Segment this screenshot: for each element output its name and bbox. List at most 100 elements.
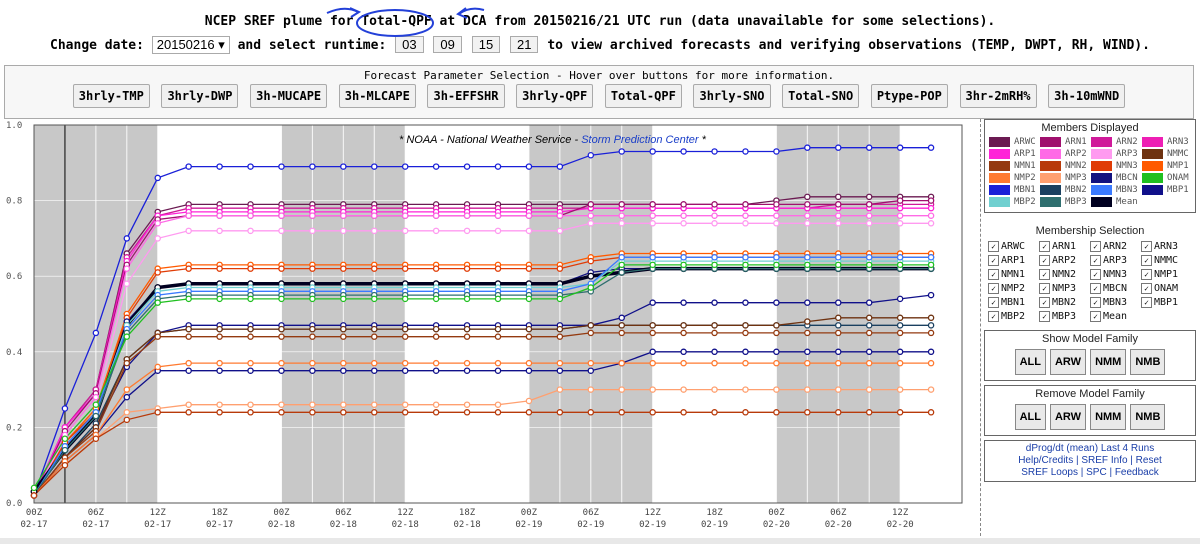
series-point-onam[interactable] — [278, 295, 285, 303]
series-point-mbn1[interactable] — [711, 148, 718, 155]
series-point-nmmc[interactable] — [463, 325, 471, 333]
remove-family-nmm-button[interactable]: NMM — [1090, 404, 1127, 430]
series-point-arp2[interactable] — [804, 212, 811, 219]
series-point-mbn2b[interactable] — [463, 367, 471, 374]
series-point-arp3[interactable] — [711, 220, 718, 227]
series-point-nmn2[interactable] — [340, 409, 347, 416]
series-point-nmn1[interactable] — [247, 333, 254, 340]
series-point-nmn2[interactable] — [835, 409, 842, 416]
series-point-mbn2b[interactable] — [711, 348, 718, 356]
series-point-arp2[interactable] — [216, 212, 223, 219]
member-checkbox-mbp2[interactable]: ✓ MBP2 — [988, 311, 1039, 322]
series-point-nmn1[interactable] — [556, 333, 564, 340]
series-point-arp2[interactable] — [649, 212, 656, 219]
param-button-3h-mlcape[interactable]: 3h-MLCAPE — [338, 84, 416, 108]
series-point-nmn3[interactable] — [556, 265, 564, 272]
series-point-nmp3[interactable] — [835, 386, 842, 393]
series-point-mbn1[interactable] — [804, 144, 811, 151]
series-point-nmn2[interactable] — [649, 409, 656, 416]
series-point-arp3[interactable] — [371, 227, 378, 235]
series-point-mbn3[interactable] — [865, 254, 873, 261]
series-point-nmn3[interactable] — [185, 265, 192, 272]
checkbox[interactable]: ✓ — [1141, 283, 1152, 294]
checkbox[interactable]: ✓ — [988, 241, 999, 252]
member-checkbox-arp3[interactable]: ✓ ARP3 — [1090, 255, 1141, 266]
series-point-arp3[interactable] — [556, 227, 564, 235]
series-point-nmn3[interactable] — [340, 265, 347, 272]
series-point-mbn2b[interactable] — [185, 367, 192, 374]
series-point-nmn2[interactable] — [92, 435, 100, 442]
series-point-nmn1[interactable] — [742, 329, 749, 337]
series-point-nmmc[interactable] — [773, 322, 780, 329]
checkbox[interactable]: ✓ — [1039, 297, 1050, 308]
series-point-arp3[interactable] — [401, 227, 409, 235]
series-point-arn1[interactable] — [618, 201, 625, 208]
series-point-nmp3[interactable] — [618, 386, 625, 393]
series-point-nmn1[interactable] — [216, 333, 223, 340]
remove-family-all-button[interactable]: ALL — [1014, 404, 1046, 430]
series-point-onam[interactable] — [185, 295, 192, 303]
param-button-3h-effshr[interactable]: 3h-EFFSHR — [427, 84, 505, 108]
series-point-nmp3[interactable] — [587, 386, 595, 393]
series-point-nmn1[interactable] — [649, 329, 656, 337]
series-point-nmmc[interactable] — [216, 325, 223, 333]
series-point-arp2[interactable] — [494, 212, 502, 219]
series-point-arp3[interactable] — [216, 227, 223, 235]
checkbox[interactable]: ✓ — [1039, 269, 1050, 280]
series-point-onam[interactable] — [773, 261, 780, 269]
series-point-mbn1[interactable] — [309, 163, 316, 170]
runtime-button-09[interactable]: 09 — [433, 36, 462, 53]
series-point-nmp3[interactable] — [247, 401, 254, 408]
series-point-nmmc[interactable] — [587, 322, 595, 329]
series-point-mbp3[interactable] — [61, 446, 69, 454]
series-point-onam[interactable] — [61, 435, 69, 442]
series-point-mbn2b[interactable] — [927, 348, 935, 356]
runtime-button-21[interactable]: 21 — [510, 36, 539, 53]
member-checkbox-nmn3[interactable]: ✓ NMN3 — [1090, 269, 1141, 280]
series-point-arp3[interactable] — [927, 220, 935, 227]
series-point-onam[interactable] — [525, 295, 533, 303]
series-point-nmp2[interactable] — [185, 359, 192, 367]
series-point-nmn1[interactable] — [896, 329, 904, 337]
series-point-mbn3[interactable] — [896, 254, 904, 261]
sref-loops-link[interactable]: SREF Loops — [1021, 467, 1078, 478]
series-point-nmn1[interactable] — [773, 329, 780, 337]
series-point-nmp2[interactable] — [216, 359, 223, 367]
series-point-nmn2[interactable] — [30, 492, 38, 499]
series-point-nmp2[interactable] — [927, 359, 935, 367]
series-point-nmmc[interactable] — [309, 325, 316, 333]
series-point-nmn1[interactable] — [432, 333, 440, 340]
series-point-nmp2[interactable] — [587, 359, 595, 367]
series-point-mbn3[interactable] — [804, 254, 811, 261]
series-point-mbn1[interactable] — [340, 163, 347, 170]
series-point-nmmc[interactable] — [340, 325, 347, 333]
series-point-nmn1[interactable] — [865, 329, 873, 337]
series-point-onam[interactable] — [556, 295, 564, 303]
series-point-nmn3[interactable] — [247, 265, 254, 272]
feedback-link[interactable]: Feedback — [1114, 467, 1159, 478]
series-point-arp3[interactable] — [494, 227, 502, 235]
member-checkbox-mbn1[interactable]: ✓ MBN1 — [988, 297, 1039, 308]
series-point-nmmc[interactable] — [618, 322, 625, 329]
series-point-arp2[interactable] — [340, 212, 347, 219]
series-point-mbn2b[interactable] — [835, 348, 842, 356]
series-point-nmn1[interactable] — [278, 333, 285, 340]
series-point-mbn2b[interactable] — [587, 367, 595, 374]
series-point-nmp3[interactable] — [865, 386, 873, 393]
series-point-arn1[interactable] — [927, 197, 935, 204]
series-point-nmmc[interactable] — [525, 325, 533, 333]
series-point-nmn1[interactable] — [401, 333, 409, 340]
series-point-mbn2b[interactable] — [340, 367, 347, 374]
series-point-arp3[interactable] — [123, 280, 131, 288]
series-point-mbn1[interactable] — [463, 163, 471, 170]
series-point-nmmc[interactable] — [556, 325, 564, 333]
series-point-mbn1[interactable] — [525, 163, 533, 170]
member-checkbox-arn3[interactable]: ✓ ARN3 — [1141, 241, 1192, 252]
series-point-mbn1[interactable] — [432, 163, 440, 170]
series-point-nmp2[interactable] — [556, 359, 564, 367]
series-point-nmmc[interactable] — [278, 325, 285, 333]
member-checkbox-mean[interactable]: ✓ Mean — [1090, 311, 1141, 322]
series-point-arp3[interactable] — [309, 227, 316, 235]
series-point-mbn1[interactable] — [401, 163, 409, 170]
checkbox[interactable]: ✓ — [1039, 283, 1050, 294]
